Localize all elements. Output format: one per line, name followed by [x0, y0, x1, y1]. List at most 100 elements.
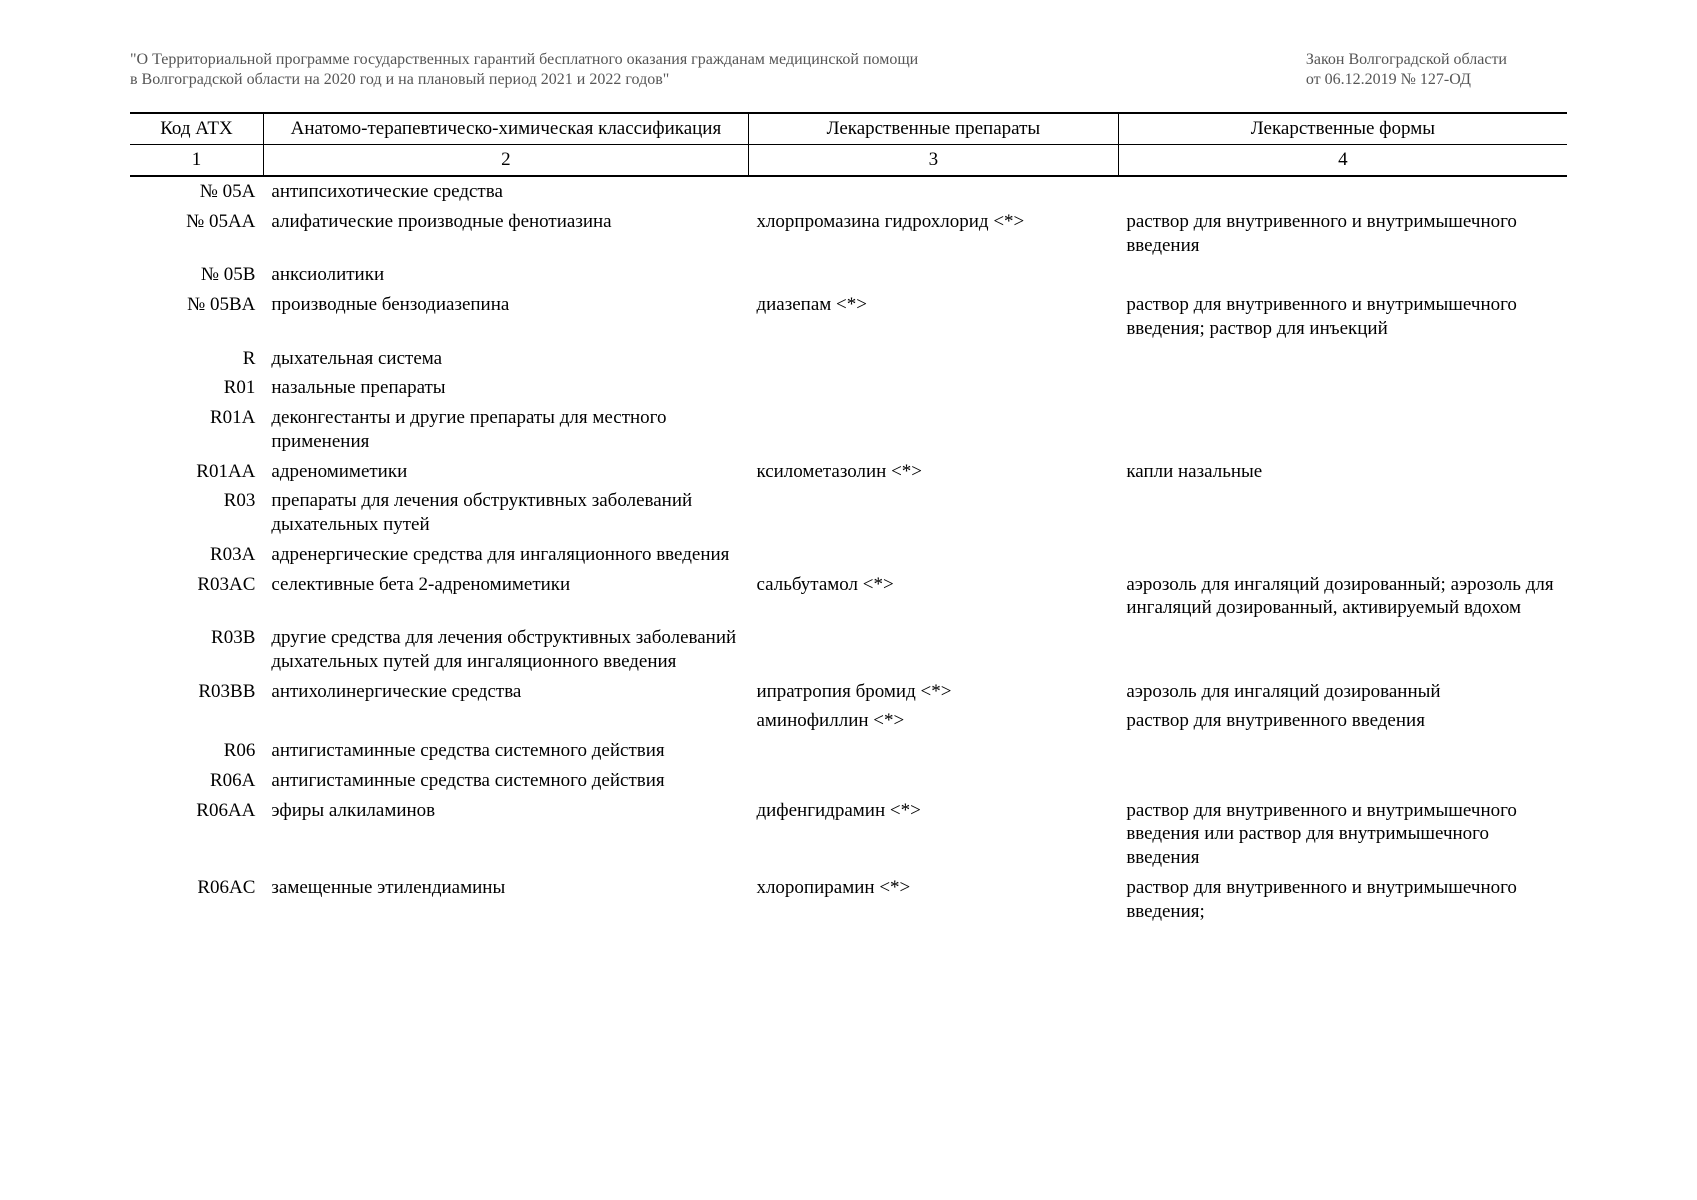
cell-form: [1118, 486, 1567, 540]
header-right-line1: Закон Волгоградской области: [1306, 51, 1507, 68]
table-row: Rдыхательная система: [130, 344, 1567, 374]
cell-code: № 05BA: [130, 290, 263, 344]
cell-form: капли назальные: [1118, 457, 1567, 487]
cell-form: [1118, 373, 1567, 403]
cell-form: [1118, 403, 1567, 457]
cell-drug: [748, 486, 1118, 540]
cell-drug: хлоропирамин <*>: [748, 873, 1118, 927]
cell-class: антигистаминные средства системного дейс…: [263, 766, 748, 796]
table-number-row: 1 2 3 4: [130, 145, 1567, 177]
cell-drug: [748, 623, 1118, 677]
table-row: R06антигистаминные средства системного д…: [130, 736, 1567, 766]
cell-form: раствор для внутривенного и внутримышечн…: [1118, 207, 1567, 261]
cell-drug: [748, 766, 1118, 796]
cell-class: алифатические производные фенотиазина: [263, 207, 748, 261]
cell-form: [1118, 344, 1567, 374]
header-left: "О Территориальной программе государстве…: [130, 50, 918, 90]
document-page: "О Территориальной программе государстве…: [0, 0, 1697, 1200]
cell-code: № 05B: [130, 260, 263, 290]
col-num-3: 3: [748, 145, 1118, 177]
cell-drug: [748, 373, 1118, 403]
cell-code: R03AC: [130, 570, 263, 624]
cell-class: назальные препараты: [263, 373, 748, 403]
col-header-class: Анатомо-терапевтическо-химическая класси…: [263, 113, 748, 145]
cell-code: R03B: [130, 623, 263, 677]
table-body: № 05Aантипсихотические средства№ 05AAали…: [130, 176, 1567, 926]
cell-drug: ипратропия бромид <*>: [748, 677, 1118, 707]
cell-code: № 05A: [130, 176, 263, 207]
cell-class: адренергические средства для ингаляционн…: [263, 540, 748, 570]
cell-drug: [748, 736, 1118, 766]
table-row: R03Aадренергические средства для ингаляц…: [130, 540, 1567, 570]
cell-code: [130, 706, 263, 736]
cell-form: раствор для внутривенного введения: [1118, 706, 1567, 736]
cell-form: [1118, 766, 1567, 796]
table-row: R06Aантигистаминные средства системного …: [130, 766, 1567, 796]
cell-code: R: [130, 344, 263, 374]
table-row: № 05Bанксиолитики: [130, 260, 1567, 290]
table-row: R06AAэфиры алкиламиновдифенгидрамин <*>р…: [130, 796, 1567, 873]
page-header: "О Территориальной программе государстве…: [130, 50, 1567, 90]
cell-code: R03: [130, 486, 263, 540]
table-row: R03ACселективные бета 2-адреномиметикиса…: [130, 570, 1567, 624]
cell-code: R03BB: [130, 677, 263, 707]
col-num-4: 4: [1118, 145, 1567, 177]
cell-drug: [748, 344, 1118, 374]
cell-code: R06: [130, 736, 263, 766]
cell-drug: [748, 540, 1118, 570]
table-row: R06ACзамещенные этилендиаминыхлоропирами…: [130, 873, 1567, 927]
table-row: R03BBантихолинергические средстваипратро…: [130, 677, 1567, 707]
cell-drug: ксилометазолин <*>: [748, 457, 1118, 487]
table-row: № 05BAпроизводные бензодиазепинадиазепам…: [130, 290, 1567, 344]
col-num-2: 2: [263, 145, 748, 177]
cell-form: раствор для внутривенного и внутримышечн…: [1118, 290, 1567, 344]
col-header-form: Лекарственные формы: [1118, 113, 1567, 145]
header-right: Закон Волгоградской области от 06.12.201…: [1306, 50, 1567, 90]
cell-drug: сальбутамол <*>: [748, 570, 1118, 624]
cell-form: аэрозоль для ингаляций дозированный; аэр…: [1118, 570, 1567, 624]
cell-code: R01: [130, 373, 263, 403]
cell-form: [1118, 540, 1567, 570]
cell-drug: [748, 260, 1118, 290]
cell-drug: аминофиллин <*>: [748, 706, 1118, 736]
cell-form: [1118, 623, 1567, 677]
cell-form: [1118, 260, 1567, 290]
table-header-row: Код АТХ Анатомо-терапевтическо-химическа…: [130, 113, 1567, 145]
table-row: № 05AAалифатические производные фенотиаз…: [130, 207, 1567, 261]
cell-code: R01AA: [130, 457, 263, 487]
cell-form: раствор для внутривенного и внутримышечн…: [1118, 796, 1567, 873]
cell-class: [263, 706, 748, 736]
cell-class: анксиолитики: [263, 260, 748, 290]
table-row: R03Bдругие средства для лечения обструкт…: [130, 623, 1567, 677]
cell-class: другие средства для лечения обструктивны…: [263, 623, 748, 677]
cell-class: замещенные этилендиамины: [263, 873, 748, 927]
cell-class: антихолинергические средства: [263, 677, 748, 707]
cell-code: R03A: [130, 540, 263, 570]
cell-class: препараты для лечения обструктивных забо…: [263, 486, 748, 540]
cell-code: R06AA: [130, 796, 263, 873]
cell-form: раствор для внутривенного и внутримышечн…: [1118, 873, 1567, 927]
cell-class: деконгестанты и другие препараты для мес…: [263, 403, 748, 457]
cell-class: селективные бета 2-адреномиметики: [263, 570, 748, 624]
cell-drug: [748, 403, 1118, 457]
cell-class: адреномиметики: [263, 457, 748, 487]
medication-table: Код АТХ Анатомо-терапевтическо-химическа…: [130, 112, 1567, 926]
table-row: R01Aдеконгестанты и другие препараты для…: [130, 403, 1567, 457]
table-row: R01назальные препараты: [130, 373, 1567, 403]
col-header-code: Код АТХ: [130, 113, 263, 145]
cell-code: № 05AA: [130, 207, 263, 261]
cell-class: эфиры алкиламинов: [263, 796, 748, 873]
cell-class: антипсихотические средства: [263, 176, 748, 207]
col-num-1: 1: [130, 145, 263, 177]
table-row: № 05Aантипсихотические средства: [130, 176, 1567, 207]
cell-form: [1118, 176, 1567, 207]
cell-drug: дифенгидрамин <*>: [748, 796, 1118, 873]
cell-drug: хлорпромазина гидрохлорид <*>: [748, 207, 1118, 261]
table-row: аминофиллин <*>раствор для внутривенного…: [130, 706, 1567, 736]
cell-form: аэрозоль для ингаляций дозированный: [1118, 677, 1567, 707]
col-header-drug: Лекарственные препараты: [748, 113, 1118, 145]
cell-class: антигистаминные средства системного дейс…: [263, 736, 748, 766]
header-left-line2: в Волгоградской области на 2020 год и на…: [130, 71, 669, 88]
header-left-line1: "О Территориальной программе государстве…: [130, 51, 918, 68]
cell-code: R06AC: [130, 873, 263, 927]
